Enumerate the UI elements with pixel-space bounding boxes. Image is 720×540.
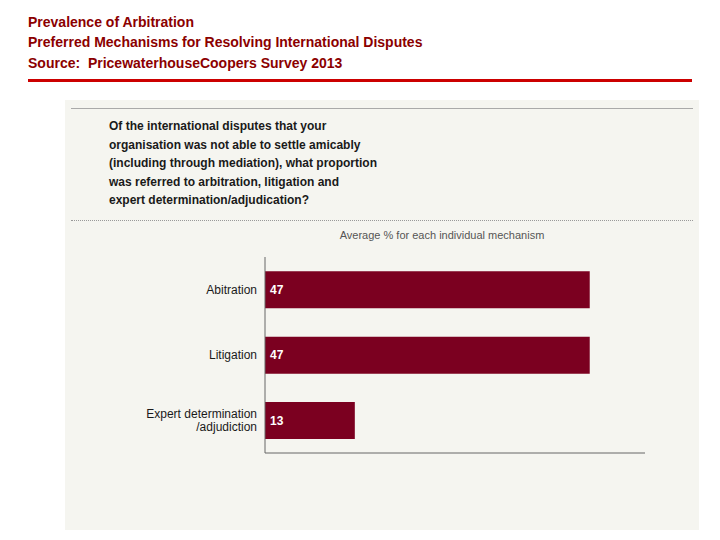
svg-text:Abitration: Abitration	[206, 283, 257, 297]
html-text:Average % for each individual: Average % for each individual mechanism	[339, 229, 545, 241]
html-text:Source: PricewaterhouseCoopers: Source: PricewaterhouseCoopers Survey 20…	[28, 54, 343, 71]
html-text:Prevalence of Arbitration: Prevalence of Arbitration	[28, 14, 194, 30]
svg-text:Litigation: Litigation	[209, 348, 257, 362]
svg-text:47: 47	[270, 283, 284, 297]
svg-text:13: 13	[270, 414, 284, 428]
svg-text:Expert determination/adjudicti: Expert determination/adjudiction	[146, 407, 257, 434]
svg-text:47: 47	[270, 348, 284, 362]
html-text:Preferred Mechanisms for Resol: Preferred Mechanisms for Resolving Inter…	[28, 34, 423, 51]
html-text:Of the international disputes: Of the international disputes that your …	[109, 119, 377, 208]
